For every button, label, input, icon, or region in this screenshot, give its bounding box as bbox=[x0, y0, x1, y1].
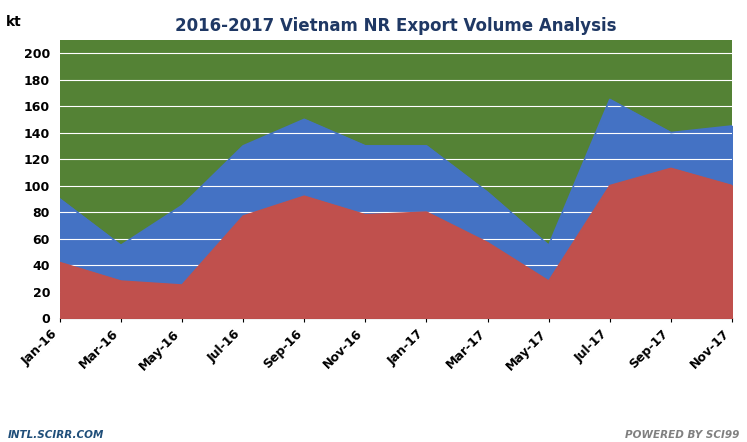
Title: 2016-2017 Vietnam NR Export Volume Analysis: 2016-2017 Vietnam NR Export Volume Analy… bbox=[175, 17, 617, 35]
Text: POWERED BY SCI99: POWERED BY SCI99 bbox=[625, 430, 740, 440]
Text: kt: kt bbox=[6, 15, 22, 29]
Text: INTL.SCIRR.COM: INTL.SCIRR.COM bbox=[7, 430, 104, 440]
